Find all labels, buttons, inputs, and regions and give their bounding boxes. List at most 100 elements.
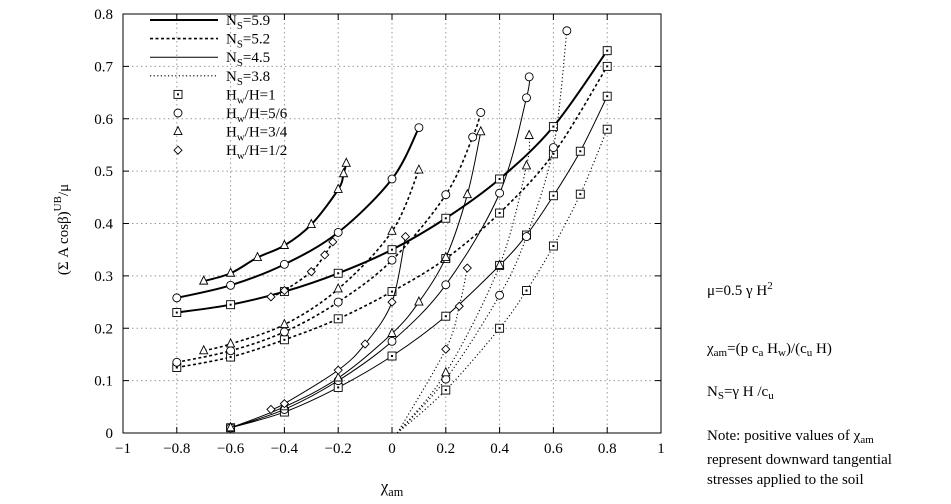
circle-marker [226, 346, 236, 356]
circle-marker [441, 190, 451, 200]
series-line [230, 76, 531, 429]
series-group [172, 26, 612, 434]
triangle-marker [173, 125, 183, 136]
series-ns-3.8-hw-5-6 [396, 26, 572, 434]
series-line [203, 169, 420, 352]
legend-label: Hw/H=1 [226, 87, 276, 106]
circle-marker [387, 255, 397, 265]
circle-marker [414, 123, 424, 133]
series-line [176, 50, 609, 314]
note-text: Note: positive values of χam represent do… [707, 428, 892, 488]
mu-definition: μ=0.5 γ H2 [707, 280, 773, 299]
circle-marker [387, 336, 397, 346]
circle-marker [476, 108, 486, 117]
x-tick-label: 1 [657, 441, 665, 457]
x-tick-label: −0.2 [325, 441, 352, 457]
triangle-marker [387, 327, 397, 337]
diamond-marker [266, 404, 276, 415]
triangle-marker [279, 239, 290, 249]
series-ns-5.9-hw-3-4 [198, 157, 351, 285]
triangle-marker [441, 366, 451, 377]
square-marker-dot [606, 128, 609, 131]
axis-titles: χam (Σ A cosβ)UB/μ [52, 184, 404, 499]
circle-marker [173, 108, 183, 118]
triangle-marker [252, 251, 263, 261]
legend-label: Hw/H=1/2 [226, 143, 287, 162]
square-marker-dot [552, 125, 555, 128]
x-tick-label: 0.8 [598, 441, 617, 457]
legend-item: Hw/H=1 [173, 87, 276, 106]
diamond-marker [441, 344, 451, 354]
square-marker-dot [175, 366, 178, 369]
square-marker-dot [525, 289, 528, 292]
legend: NS=5.9NS=5.2NS=4.5NS=3.8Hw/H=1Hw/H=5/6Hw… [150, 13, 288, 162]
legend-label: Hw/H=3/4 [226, 125, 288, 144]
square-marker-dot [337, 272, 340, 275]
x-tick-label: −0.6 [217, 441, 245, 457]
legend-item: NS=5.9 [150, 13, 270, 32]
x-tick-label: 0 [388, 441, 396, 457]
y-tick-label: 0.3 [94, 269, 113, 285]
legend-item: NS=4.5 [150, 50, 270, 69]
x-tick-label: −1 [115, 441, 131, 457]
legend-item: Hw/H=5/6 [173, 106, 288, 125]
series-line [396, 267, 468, 434]
diamond-marker [400, 231, 411, 242]
triangle-marker [441, 251, 451, 261]
square-marker-dot [391, 290, 393, 293]
triangle-marker [462, 188, 473, 199]
square-marker-dot [229, 356, 232, 359]
triangle-marker [225, 421, 236, 432]
circle-marker [387, 174, 397, 184]
square-marker-dot [391, 355, 393, 358]
circle-marker [522, 232, 531, 242]
triangle-marker [279, 318, 290, 329]
square-marker-dot [229, 303, 232, 306]
circle-marker [468, 132, 478, 142]
y-tick-label: 0.1 [94, 374, 113, 390]
square-marker-dot [498, 177, 501, 180]
series-ns-5.2-hw-3-4 [198, 164, 424, 355]
triangle-marker [338, 167, 349, 178]
triangle-marker [494, 259, 505, 269]
x-tick-label: 0.4 [490, 441, 509, 457]
square-marker-dot [552, 194, 555, 197]
series-line [176, 127, 420, 299]
diamond-marker [360, 339, 370, 349]
ns-definition: NS=γ H /cu [707, 384, 774, 402]
triangle-marker [225, 337, 236, 348]
legend-label: Hw/H=5/6 [226, 106, 288, 125]
triangle-marker [524, 129, 534, 139]
square-marker-dot [444, 389, 447, 392]
circle-marker [495, 290, 505, 300]
triangle-marker [414, 296, 424, 306]
square-marker-dot [444, 315, 447, 318]
legend-item: NS=5.2 [150, 32, 270, 51]
y-tick-label: 0 [106, 426, 114, 442]
series-ns-5.2-hw-1 [172, 61, 612, 372]
diamond-marker [387, 297, 397, 307]
legend-item: NS=3.8 [150, 69, 270, 88]
y-tick-label: 0.7 [94, 59, 113, 75]
square-marker-dot [552, 245, 555, 248]
square-marker-dot [552, 152, 555, 155]
square-marker-dot [177, 93, 179, 96]
circle-marker [279, 259, 289, 269]
circle-marker [522, 93, 531, 103]
square-marker-dot [579, 193, 582, 196]
square-marker-dot [175, 311, 178, 314]
triangle-marker [414, 164, 424, 174]
plot-frame [122, 13, 662, 434]
diamond-marker [266, 292, 276, 302]
x-axis-title: χam [380, 477, 404, 499]
circle-marker [333, 227, 343, 237]
series-line [203, 163, 348, 283]
triangle-marker [333, 372, 343, 382]
diamond-marker [333, 365, 343, 375]
diamond-marker [454, 301, 464, 311]
circle-marker [495, 188, 505, 198]
triangle-marker [341, 157, 351, 167]
circle-marker [333, 297, 343, 307]
diamond-marker [462, 263, 472, 273]
